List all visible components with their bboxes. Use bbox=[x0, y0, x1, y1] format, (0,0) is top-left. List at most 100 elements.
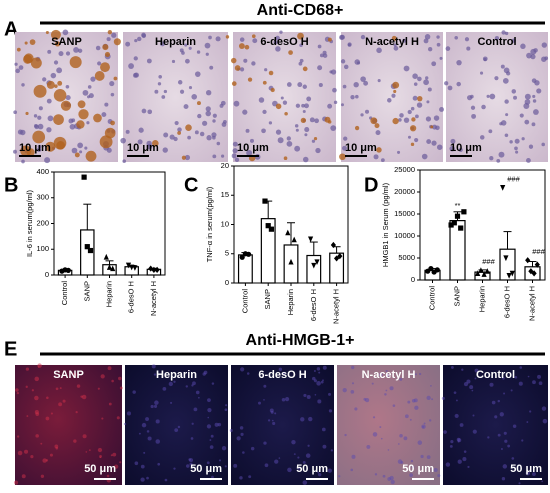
nucleus bbox=[311, 139, 316, 143]
signal bbox=[431, 398, 434, 401]
nucleus bbox=[333, 100, 338, 105]
signal bbox=[190, 437, 194, 440]
nucleus bbox=[470, 105, 476, 110]
nucleus bbox=[489, 156, 494, 161]
scale-label: 10 μm bbox=[237, 142, 269, 154]
panel-letter: B bbox=[4, 174, 18, 196]
data-point bbox=[506, 273, 512, 279]
nucleus bbox=[532, 94, 536, 99]
signal bbox=[263, 384, 267, 388]
signal bbox=[451, 365, 454, 369]
stain bbox=[110, 120, 115, 126]
data-point bbox=[110, 265, 116, 272]
image-label: N-acetyl H bbox=[362, 369, 416, 381]
fluorescence-image bbox=[231, 365, 334, 485]
stain bbox=[234, 65, 241, 71]
signal bbox=[134, 461, 139, 466]
nucleus bbox=[503, 67, 510, 74]
data-point bbox=[451, 220, 457, 226]
signal bbox=[430, 384, 432, 387]
nucleus bbox=[524, 119, 530, 125]
nucleus bbox=[363, 80, 369, 86]
signal bbox=[384, 393, 387, 396]
stain bbox=[107, 30, 113, 35]
nucleus bbox=[194, 71, 201, 77]
nucleus bbox=[377, 79, 381, 83]
y-tick-label: 25000 bbox=[394, 165, 415, 174]
nucleus bbox=[56, 67, 63, 74]
stain bbox=[85, 150, 97, 162]
signal bbox=[317, 471, 320, 474]
nucleus bbox=[439, 56, 443, 60]
signal bbox=[206, 461, 210, 465]
signal bbox=[99, 456, 102, 459]
signal bbox=[114, 464, 119, 469]
nucleus bbox=[415, 114, 419, 119]
nucleus bbox=[413, 82, 418, 86]
nucleus bbox=[515, 150, 519, 154]
signal bbox=[372, 432, 378, 437]
signal bbox=[191, 422, 194, 425]
data-point bbox=[448, 222, 454, 228]
signal bbox=[157, 462, 161, 466]
x-tick-label: N-acetyl H bbox=[332, 289, 341, 324]
nucleus bbox=[486, 94, 490, 98]
nucleus bbox=[447, 85, 453, 91]
data-point bbox=[132, 265, 138, 271]
nucleus bbox=[133, 56, 138, 61]
nucleus bbox=[454, 36, 458, 40]
signal bbox=[450, 440, 454, 444]
y-tick-label: 5 bbox=[225, 249, 229, 258]
nucleus bbox=[294, 124, 299, 128]
signal bbox=[282, 371, 286, 375]
nucleus bbox=[258, 97, 265, 103]
stain bbox=[196, 101, 201, 106]
error-bar bbox=[287, 222, 295, 245]
y-tick-label: 100 bbox=[36, 244, 49, 253]
nucleus bbox=[541, 56, 547, 62]
nucleus bbox=[295, 103, 301, 108]
stain bbox=[339, 153, 346, 161]
data-point bbox=[151, 266, 157, 273]
signal bbox=[112, 452, 117, 457]
stain bbox=[76, 120, 85, 129]
signal bbox=[491, 400, 496, 405]
stain bbox=[283, 156, 288, 161]
nucleus bbox=[251, 61, 256, 66]
signal bbox=[457, 438, 462, 443]
scale-label: 50 μm bbox=[84, 463, 116, 475]
signal bbox=[461, 368, 464, 371]
signal bbox=[170, 401, 173, 404]
nucleus bbox=[531, 122, 536, 127]
x-tick-label: 6-desO H bbox=[127, 281, 136, 313]
signal bbox=[50, 412, 53, 415]
signal bbox=[338, 475, 341, 478]
panel-letter: A bbox=[4, 18, 18, 40]
signal bbox=[240, 367, 245, 372]
nucleus bbox=[302, 110, 306, 114]
signal bbox=[264, 463, 269, 468]
signal bbox=[271, 419, 274, 422]
signal bbox=[320, 380, 324, 384]
scale-label: 50 μm bbox=[296, 463, 328, 475]
image-label: Control bbox=[477, 36, 516, 48]
nucleus bbox=[53, 60, 59, 65]
error-bar bbox=[264, 200, 273, 219]
signal bbox=[399, 434, 403, 438]
signal bbox=[474, 368, 479, 373]
nucleus bbox=[433, 115, 440, 121]
signal bbox=[471, 389, 474, 392]
signal bbox=[501, 477, 506, 481]
panel-letter: C bbox=[184, 174, 198, 196]
data-point bbox=[454, 213, 461, 219]
signal bbox=[457, 459, 462, 464]
stain bbox=[270, 87, 275, 93]
signal bbox=[119, 461, 122, 464]
nucleus bbox=[202, 120, 208, 126]
stain bbox=[409, 125, 417, 132]
stain bbox=[410, 142, 415, 147]
signal bbox=[140, 464, 145, 469]
nucleus bbox=[399, 113, 404, 118]
nucleus bbox=[355, 94, 359, 99]
nucleus bbox=[211, 132, 217, 138]
